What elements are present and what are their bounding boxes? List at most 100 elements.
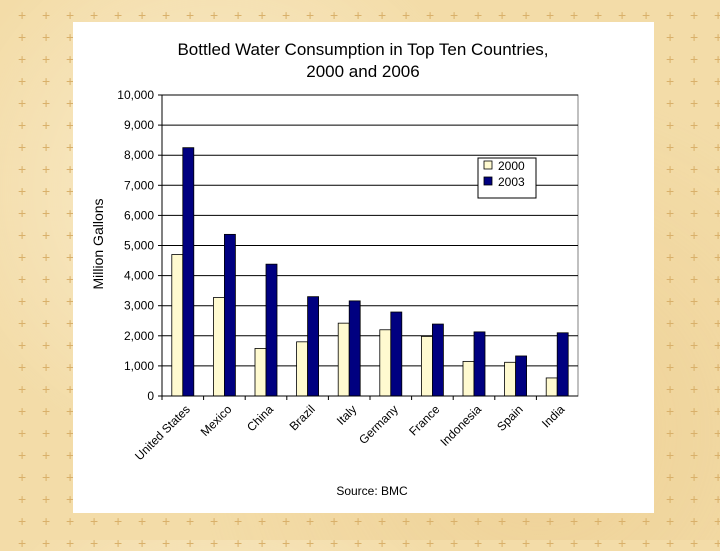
decorative-cross-icon: + <box>18 315 27 331</box>
decorative-cross-icon: + <box>642 535 651 551</box>
decorative-cross-icon: + <box>714 337 720 353</box>
decorative-cross-icon: + <box>114 535 123 551</box>
decorative-cross-icon: + <box>594 535 603 551</box>
decorative-cross-icon: + <box>18 7 27 23</box>
decorative-cross-icon: + <box>690 315 699 331</box>
decorative-cross-icon: + <box>42 227 51 243</box>
decorative-cross-icon: + <box>18 425 27 441</box>
decorative-cross-icon: + <box>18 469 27 485</box>
decorative-cross-icon: + <box>546 7 555 23</box>
decorative-cross-icon: + <box>714 139 720 155</box>
decorative-cross-icon: + <box>690 425 699 441</box>
bar-2003 <box>473 331 486 397</box>
y-tick-label: 9,000 <box>124 118 154 132</box>
decorative-cross-icon: + <box>66 381 75 397</box>
decorative-cross-icon: + <box>90 7 99 23</box>
y-tick-label: 8,000 <box>124 148 154 162</box>
decorative-cross-icon: + <box>330 513 339 529</box>
decorative-cross-icon: + <box>210 535 219 551</box>
decorative-cross-icon: + <box>666 381 675 397</box>
decorative-cross-icon: + <box>570 513 579 529</box>
decorative-cross-icon: + <box>18 403 27 419</box>
decorative-cross-icon: + <box>42 183 51 199</box>
decorative-cross-icon: + <box>642 513 651 529</box>
decorative-cross-icon: + <box>42 469 51 485</box>
decorative-cross-icon: + <box>18 29 27 45</box>
source-note: Source: BMC <box>336 484 408 498</box>
decorative-cross-icon: + <box>714 249 720 265</box>
decorative-cross-icon: + <box>690 535 699 551</box>
decorative-cross-icon: + <box>426 513 435 529</box>
decorative-cross-icon: + <box>66 425 75 441</box>
bar-2000 <box>420 336 433 397</box>
decorative-cross-icon: + <box>18 381 27 397</box>
decorative-cross-icon: + <box>426 7 435 23</box>
x-tick-label: Germany <box>356 402 401 447</box>
decorative-cross-icon: + <box>498 7 507 23</box>
bars <box>171 147 569 397</box>
decorative-cross-icon: + <box>66 315 75 331</box>
decorative-cross-icon: + <box>666 139 675 155</box>
x-tick-label: India <box>539 402 568 431</box>
decorative-cross-icon: + <box>18 447 27 463</box>
decorative-cross-icon: + <box>666 7 675 23</box>
bar-2003 <box>182 147 195 397</box>
decorative-cross-icon: + <box>690 95 699 111</box>
decorative-cross-icon: + <box>594 513 603 529</box>
decorative-cross-icon: + <box>498 513 507 529</box>
decorative-cross-icon: + <box>666 425 675 441</box>
decorative-cross-icon: + <box>18 491 27 507</box>
decorative-cross-icon: + <box>666 491 675 507</box>
decorative-cross-icon: + <box>666 183 675 199</box>
chart-card: Bottled Water Consumption in Top Ten Cou… <box>73 22 654 513</box>
y-tick-label: 6,000 <box>124 208 154 222</box>
decorative-cross-icon: + <box>66 491 75 507</box>
y-tick-label: 5,000 <box>124 239 154 253</box>
decorative-cross-icon: + <box>66 51 75 67</box>
decorative-cross-icon: + <box>258 535 267 551</box>
decorative-cross-icon: + <box>570 7 579 23</box>
x-tick-label: Indonesia <box>437 402 484 449</box>
decorative-cross-icon: + <box>714 425 720 441</box>
decorative-cross-icon: + <box>378 513 387 529</box>
legend-entry: 2003 <box>498 175 525 189</box>
decorative-cross-icon: + <box>618 535 627 551</box>
decorative-cross-icon: + <box>42 161 51 177</box>
decorative-cross-icon: + <box>66 447 75 463</box>
decorative-cross-icon: + <box>690 7 699 23</box>
decorative-cross-icon: + <box>690 73 699 89</box>
decorative-cross-icon: + <box>450 535 459 551</box>
decorative-cross-icon: + <box>714 73 720 89</box>
decorative-cross-icon: + <box>66 513 75 529</box>
decorative-cross-icon: + <box>18 183 27 199</box>
bar-chart: Bottled Water Consumption in Top Ten Cou… <box>90 40 579 498</box>
decorative-cross-icon: + <box>498 535 507 551</box>
bar-2003 <box>515 355 528 397</box>
decorative-cross-icon: + <box>18 161 27 177</box>
decorative-cross-icon: + <box>66 293 75 309</box>
decorative-cross-icon: + <box>42 139 51 155</box>
decorative-cross-icon: + <box>282 7 291 23</box>
decorative-cross-icon: + <box>42 403 51 419</box>
x-tick-label: China <box>244 402 276 434</box>
decorative-cross-icon: + <box>186 535 195 551</box>
decorative-cross-icon: + <box>690 117 699 133</box>
decorative-cross-icon: + <box>138 513 147 529</box>
decorative-cross-icon: + <box>66 73 75 89</box>
decorative-cross-icon: + <box>714 315 720 331</box>
decorative-cross-icon: + <box>66 139 75 155</box>
decorative-cross-icon: + <box>18 337 27 353</box>
decorative-cross-icon: + <box>522 513 531 529</box>
decorative-cross-icon: + <box>42 513 51 529</box>
decorative-cross-icon: + <box>90 513 99 529</box>
decorative-cross-icon: + <box>42 315 51 331</box>
decorative-cross-icon: + <box>42 73 51 89</box>
bar-2003 <box>348 300 361 397</box>
decorative-cross-icon: + <box>18 513 27 529</box>
decorative-cross-icon: + <box>210 513 219 529</box>
decorative-cross-icon: + <box>66 7 75 23</box>
decorative-cross-icon: + <box>714 51 720 67</box>
decorative-cross-icon: + <box>114 513 123 529</box>
bar-2000 <box>337 322 350 397</box>
decorative-cross-icon: + <box>666 227 675 243</box>
